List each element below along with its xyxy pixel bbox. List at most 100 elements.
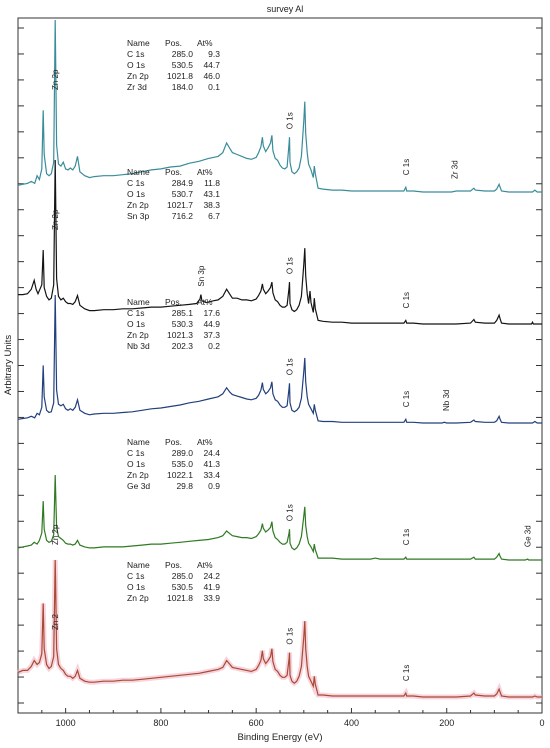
peak-label-3-3: Zn 2p (51, 524, 60, 545)
table-cell-4-0-0: C 1s (127, 571, 144, 581)
x-tick-label-2: 600 (249, 718, 264, 728)
peak-label-2-0: O 1s (286, 358, 295, 375)
table-cell-1-2-0: Zn 2p (127, 200, 149, 210)
spectrum-line-4 (17, 559, 542, 698)
table-header-0-1: Pos. (165, 38, 182, 48)
spectrum-line-1 (18, 159, 542, 325)
table-cell-4-1-2: 41.9 (203, 582, 220, 592)
table-cell-3-0-2: 24.4 (203, 448, 220, 458)
table-cell-4-0-2: 24.2 (203, 571, 220, 581)
table-cell-2-1-0: O 1s (127, 319, 145, 329)
table-cell-0-1-0: O 1s (127, 60, 145, 70)
table-cell-3-1-0: O 1s (127, 459, 145, 469)
table-cell-1-1-2: 43.1 (203, 189, 220, 199)
table-cell-3-2-2: 33.4 (203, 470, 220, 480)
x-tick-label-1: 800 (153, 718, 168, 728)
spectrum-line-2 (17, 294, 542, 424)
x-tick-label-3: 400 (344, 718, 359, 728)
peak-label-0-1: C 1s (402, 159, 411, 175)
table-header-4-2: At% (197, 560, 213, 570)
table-cell-0-2-2: 46.0 (203, 71, 220, 81)
peak-label-0-0: O 1s (286, 112, 295, 129)
table-cell-2-1-2: 44.9 (203, 319, 220, 329)
table-cell-1-1-0: O 1s (127, 189, 145, 199)
table-cell-2-3-2: 0.2 (208, 341, 220, 351)
table-cell-1-2-1: 1021.7 (167, 200, 193, 210)
table-cell-1-1-1: 530.7 (172, 189, 194, 199)
table-cell-3-1-2: 41.3 (203, 459, 220, 469)
table-cell-3-3-0: Ge 3d (127, 481, 150, 491)
peak-label-4-2: Zn 2 (51, 613, 60, 630)
table-header-3-1: Pos. (165, 437, 182, 447)
table-cell-4-2-2: 33.9 (203, 593, 220, 603)
table-cell-2-2-0: Zn 2p (127, 330, 149, 340)
table-cell-1-3-2: 6.7 (208, 211, 220, 221)
table-cell-3-0-0: C 1s (127, 448, 144, 458)
spectrum-line-3 (17, 474, 542, 561)
x-axis-ticks: 1000 800 600 400 200 0 (17, 708, 545, 728)
table-cell-1-3-0: Sn 3p (127, 211, 149, 221)
peak-label-3-2: Ge 3d (524, 525, 533, 547)
y-axis-ticks (18, 27, 542, 704)
peak-label-4-0: O 1s (286, 628, 295, 645)
table-cell-1-3-1: 716.2 (172, 211, 194, 221)
table-header-0-2: At% (197, 38, 213, 48)
table-cell-0-1-2: 44.7 (203, 60, 220, 70)
table-cell-3-3-2: 0.9 (208, 481, 220, 491)
plot-frame (17, 17, 543, 714)
table-cell-3-2-1: 1022.1 (167, 470, 193, 480)
peak-label-1-2: C 1s (402, 292, 411, 308)
table-cell-3-2-0: Zn 2p (127, 470, 149, 480)
table-cell-3-1-1: 535.0 (172, 459, 194, 469)
x-tick-label-4: 200 (439, 718, 454, 728)
peak-label-0-3: Zn 2p (51, 69, 60, 90)
peak-label-2-2: Nb 3d (442, 390, 451, 411)
table-cell-1-2-2: 38.3 (203, 200, 220, 210)
spectrum-halo-4 (17, 559, 542, 700)
table-cell-0-0-2: 9.3 (208, 49, 220, 59)
table-cell-4-1-1: 530.5 (172, 582, 194, 592)
table-cell-0-2-0: Zn 2p (127, 71, 149, 81)
table-header-2-1: Pos. (165, 297, 182, 307)
peak-label-2-1: C 1s (402, 391, 411, 407)
table-cell-0-0-0: C 1s (127, 49, 144, 59)
table-cell-2-3-1: 202.3 (172, 341, 194, 351)
x-axis-title: Binding Energy (eV) (237, 732, 322, 743)
table-cell-0-0-1: 285.0 (172, 49, 194, 59)
peak-label-1-0: Sn 3p (197, 265, 206, 286)
peak-label-4-1: C 1s (402, 665, 411, 681)
table-cell-0-1-1: 530.5 (172, 60, 194, 70)
table-cell-4-2-0: Zn 2p (127, 593, 149, 603)
table-cell-1-0-2: 11.8 (204, 178, 220, 188)
table-header-1-2: At% (197, 167, 213, 177)
composition-tables: Name Pos. At% C 1s 285.0 9.3 O 1s 530.5 44.7 Zn 2… (127, 38, 220, 603)
table-cell-2-0-0: C 1s (127, 308, 144, 318)
table-header-2-2: At% (197, 297, 213, 307)
table-header-2-0: Name (127, 297, 150, 307)
table-cell-4-1-0: O 1s (127, 582, 145, 592)
table-header-3-0: Name (127, 437, 150, 447)
table-cell-0-3-1: 184.0 (172, 82, 194, 92)
table-cell-2-0-1: 285.1 (172, 308, 194, 318)
x-tick-label-5: 0 (539, 718, 544, 728)
table-cell-3-3-1: 29.8 (176, 481, 193, 491)
table-cell-2-2-1: 1021.3 (167, 330, 193, 340)
table-header-3-2: At% (197, 437, 213, 447)
table-cell-0-3-2: 0.1 (208, 82, 220, 92)
peak-label-1-3: Zn 2p (51, 209, 60, 230)
spectra-layer (17, 19, 542, 700)
table-cell-1-0-1: 284.9 (172, 178, 194, 188)
peak-label-3-0: O 1s (286, 504, 295, 521)
chart-title: survey Al (267, 4, 304, 14)
table-cell-4-0-1: 285.0 (172, 571, 194, 581)
table-cell-1-0-0: C 1s (127, 178, 144, 188)
peak-label-3-1: C 1s (402, 529, 411, 545)
table-cell-2-1-1: 530.3 (172, 319, 194, 329)
table-cell-2-3-0: Nb 3d (127, 341, 150, 351)
table-cell-0-3-0: Zr 3d (127, 82, 147, 92)
y-axis-title: Arbitrary Units (3, 335, 14, 395)
x-tick-label-0: 1000 (56, 718, 76, 728)
table-cell-0-2-1: 1021.8 (167, 71, 193, 81)
